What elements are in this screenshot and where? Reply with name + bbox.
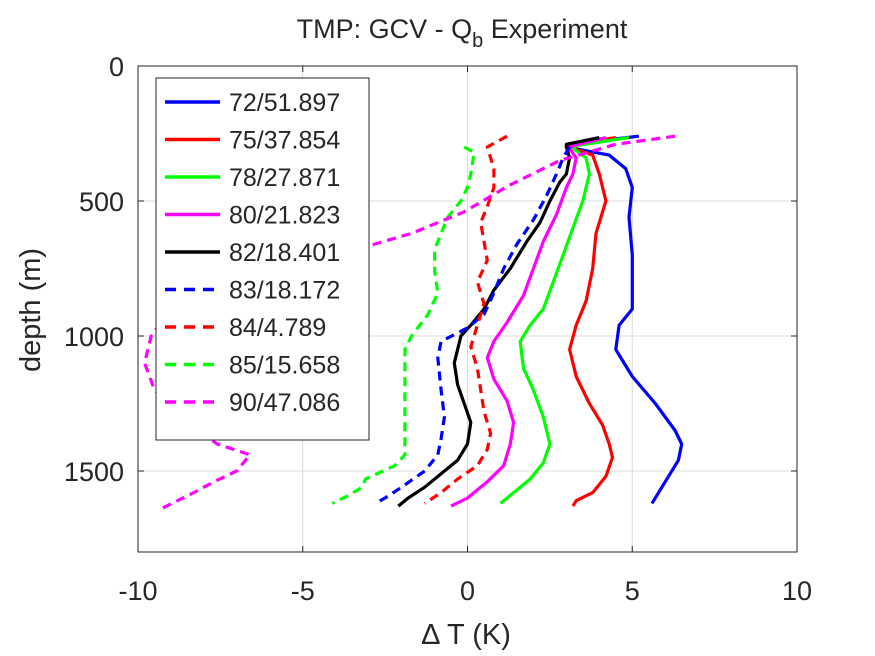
legend-label: 78/27.871 — [229, 164, 340, 192]
legend-label: 85/15.658 — [229, 352, 340, 380]
legend: 72/51.897 75/37.854 78/27.871 80/21.823 82/1… — [155, 77, 370, 441]
chart-title: TMP: GCV - Qb Experiment — [297, 14, 628, 52]
series-line — [564, 134, 684, 505]
y-tick-label: 1000 — [64, 322, 124, 352]
legend-label: 75/37.854 — [229, 127, 340, 155]
legend-label: 72/51.897 — [229, 89, 340, 117]
series-line — [499, 136, 630, 505]
series-line — [450, 136, 607, 508]
y-tick-label: 1500 — [64, 457, 124, 487]
chart-title-subscript: b — [472, 30, 483, 52]
series-line — [143, 134, 676, 511]
x-tick-label: -10 — [118, 576, 157, 606]
y-axis-label: depth (m) — [15, 248, 47, 372]
series-line — [331, 145, 476, 505]
series-line — [397, 136, 600, 508]
x-tick-label: -5 — [291, 576, 315, 606]
data-lines — [143, 134, 684, 511]
series-line — [568, 136, 617, 507]
legend-label: 82/18.401 — [229, 239, 340, 267]
legend-label: 90/47.086 — [229, 389, 340, 417]
x-tick-label: 5 — [625, 576, 640, 606]
x-tick-label: 0 — [460, 576, 475, 606]
legend-label: 80/21.823 — [229, 202, 340, 230]
y-tick-label: 500 — [79, 187, 124, 217]
x-tick-label: 10 — [782, 576, 812, 606]
axis-ticks: -10 -5 0 5 10 0 500 1000 1500 — [64, 52, 812, 606]
series-line — [423, 134, 508, 505]
legend-label: 83/18.172 — [229, 277, 340, 305]
y-tick-label: 0 — [109, 52, 124, 82]
legend-label: 84/4.789 — [229, 314, 326, 342]
x-axis-label: Δ T (K) — [421, 619, 511, 651]
